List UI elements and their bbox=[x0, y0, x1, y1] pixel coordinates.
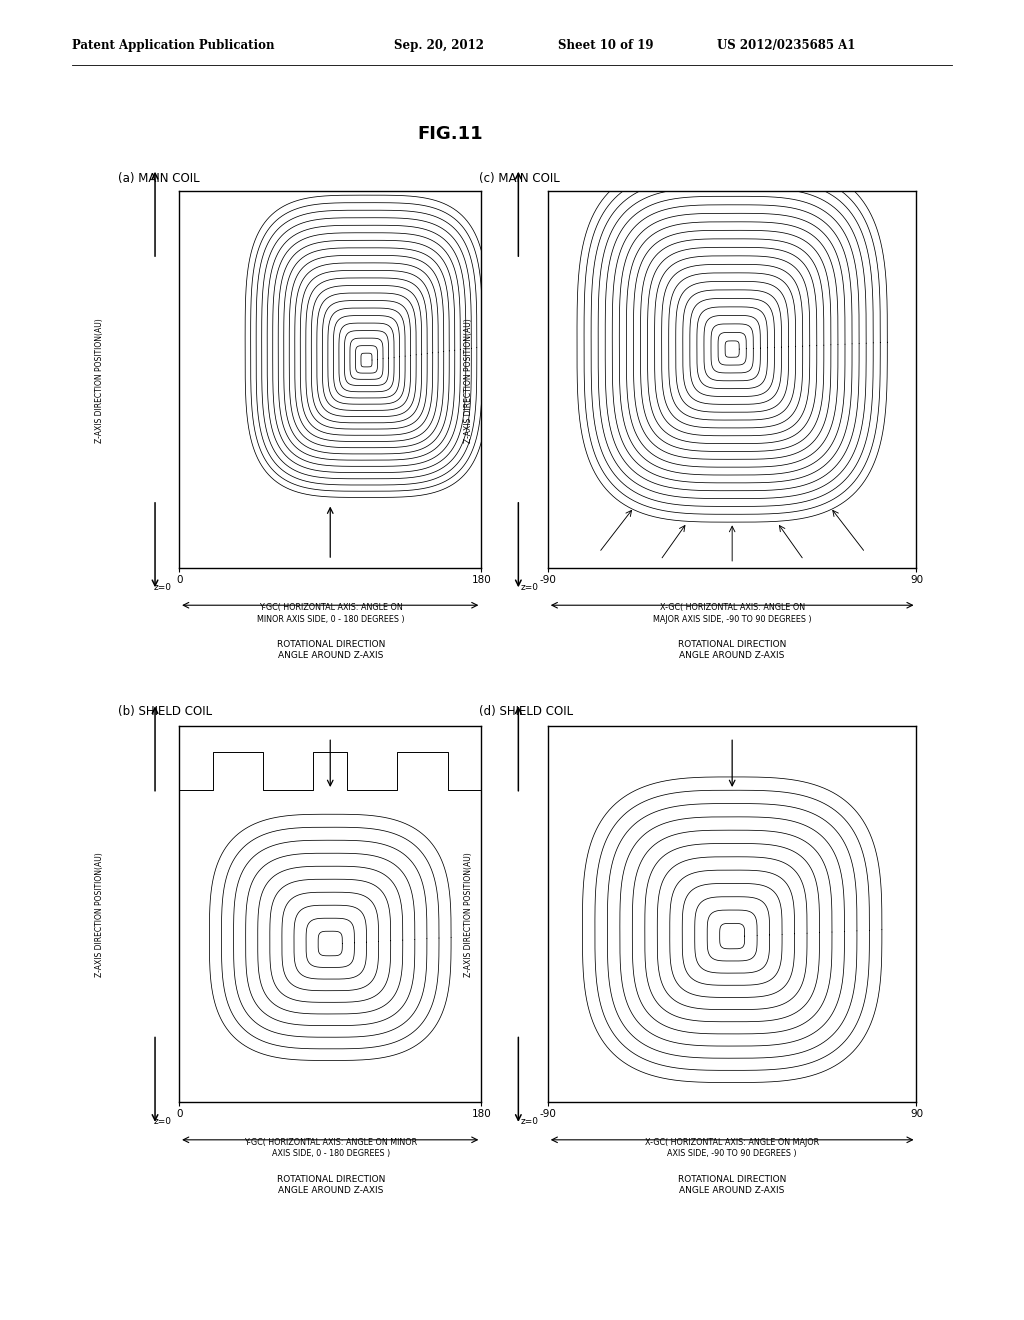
Text: Y-GC( HORIZONTAL AXIS: ANGLE ON
MINOR AXIS SIDE, 0 - 180 DEGREES ): Y-GC( HORIZONTAL AXIS: ANGLE ON MINOR AX… bbox=[257, 603, 404, 623]
Text: X-GC( HORIZONTAL AXIS: ANGLE ON
MAJOR AXIS SIDE, -90 TO 90 DEGREES ): X-GC( HORIZONTAL AXIS: ANGLE ON MAJOR AX… bbox=[653, 603, 811, 623]
Text: Sep. 20, 2012: Sep. 20, 2012 bbox=[394, 38, 484, 51]
Text: ROTATIONAL DIRECTION
ANGLE AROUND Z-AXIS: ROTATIONAL DIRECTION ANGLE AROUND Z-AXIS bbox=[276, 640, 385, 660]
Text: (a) MAIN COIL: (a) MAIN COIL bbox=[118, 172, 200, 185]
Text: Sheet 10 of 19: Sheet 10 of 19 bbox=[558, 38, 653, 51]
Text: z=0: z=0 bbox=[520, 1117, 539, 1126]
Text: Z-AXIS DIRECTION POSITION(AU): Z-AXIS DIRECTION POSITION(AU) bbox=[465, 853, 473, 977]
Text: Z-AXIS DIRECTION POSITION(AU): Z-AXIS DIRECTION POSITION(AU) bbox=[95, 318, 103, 442]
Text: ROTATIONAL DIRECTION
ANGLE AROUND Z-AXIS: ROTATIONAL DIRECTION ANGLE AROUND Z-AXIS bbox=[678, 640, 786, 660]
Text: Patent Application Publication: Patent Application Publication bbox=[72, 38, 274, 51]
Text: ROTATIONAL DIRECTION
ANGLE AROUND Z-AXIS: ROTATIONAL DIRECTION ANGLE AROUND Z-AXIS bbox=[678, 1175, 786, 1195]
Text: z=0: z=0 bbox=[520, 582, 539, 591]
Text: ROTATIONAL DIRECTION
ANGLE AROUND Z-AXIS: ROTATIONAL DIRECTION ANGLE AROUND Z-AXIS bbox=[276, 1175, 385, 1195]
Text: Z-AXIS DIRECTION POSITION(AU): Z-AXIS DIRECTION POSITION(AU) bbox=[465, 318, 473, 442]
Text: (b) SHIELD COIL: (b) SHIELD COIL bbox=[118, 705, 212, 718]
Text: z=0: z=0 bbox=[154, 582, 172, 591]
Text: Y-GC( HORIZONTAL AXIS: ANGLE ON MINOR
AXIS SIDE, 0 - 180 DEGREES ): Y-GC( HORIZONTAL AXIS: ANGLE ON MINOR AX… bbox=[244, 1138, 418, 1158]
Text: FIG.11: FIG.11 bbox=[418, 124, 483, 143]
Text: (c) MAIN COIL: (c) MAIN COIL bbox=[479, 172, 560, 185]
Text: X-GC( HORIZONTAL AXIS: ANGLE ON MAJOR
AXIS SIDE, -90 TO 90 DEGREES ): X-GC( HORIZONTAL AXIS: ANGLE ON MAJOR AX… bbox=[645, 1138, 819, 1158]
Text: (d) SHIELD COIL: (d) SHIELD COIL bbox=[479, 705, 573, 718]
Text: z=0: z=0 bbox=[154, 1117, 172, 1126]
Text: Z-AXIS DIRECTION POSITION(AU): Z-AXIS DIRECTION POSITION(AU) bbox=[95, 853, 103, 977]
Text: US 2012/0235685 A1: US 2012/0235685 A1 bbox=[717, 38, 855, 51]
